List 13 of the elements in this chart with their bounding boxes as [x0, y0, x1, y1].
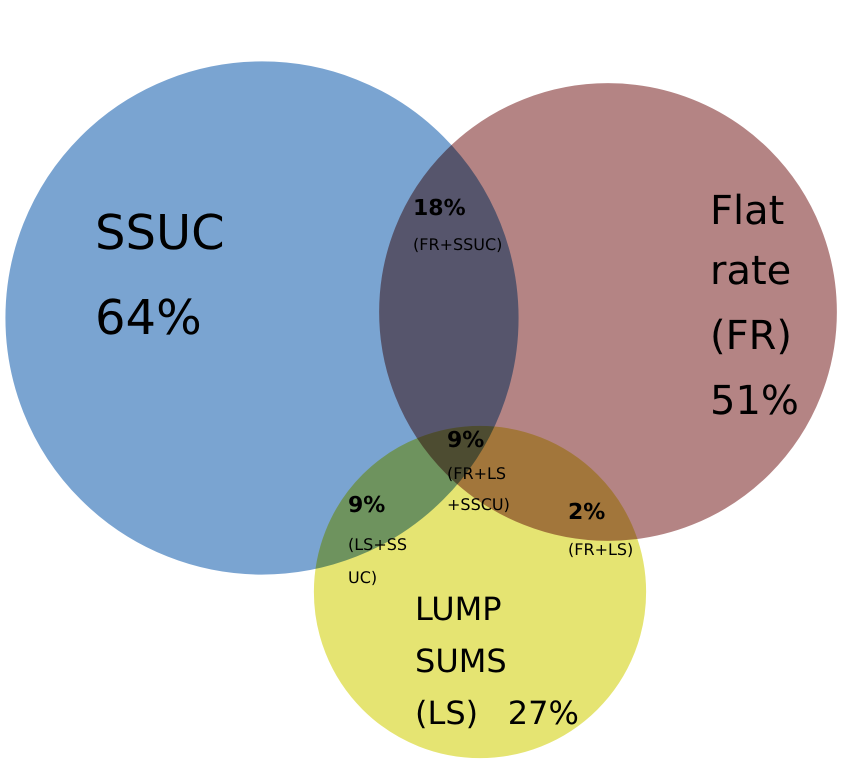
data-label: 51% [710, 378, 799, 424]
category-label: SSUC [95, 205, 225, 261]
data-label: 9% [447, 428, 484, 453]
category-label: Flat rate (FR) [710, 188, 792, 359]
category-label: (FR+LS +SSCU) [447, 464, 510, 514]
category-label: (FR+LS) [568, 540, 634, 559]
data-label: 2% [568, 500, 606, 525]
category-label: LUMP SUMS (LS) [415, 590, 507, 732]
data-label: 18% [413, 196, 466, 221]
data-label: 9% [348, 493, 386, 518]
data-label: 27% [508, 694, 579, 732]
data-label: 64% [95, 290, 202, 346]
category-label: (FR+SSUC) [413, 235, 502, 254]
